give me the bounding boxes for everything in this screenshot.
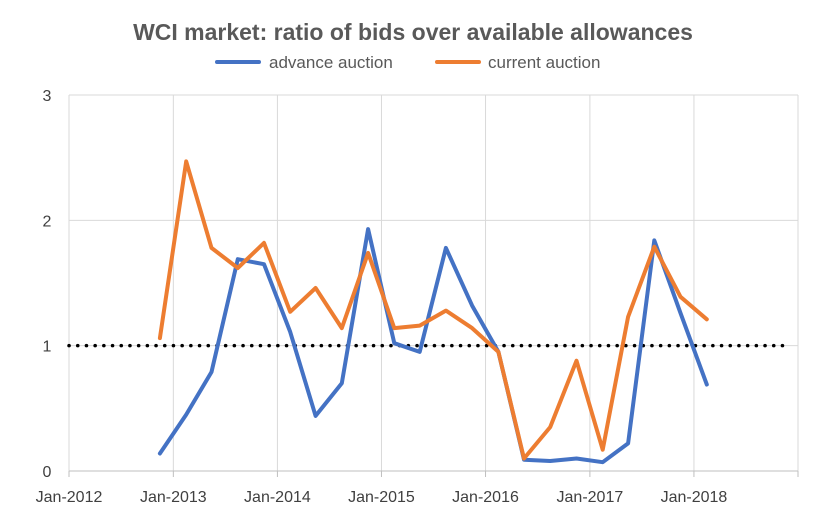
legend: advance auction current auction (215, 53, 600, 72)
chart-title: WCI market: ratio of bids over available… (133, 19, 693, 45)
x-tick-label: Jan-2018 (661, 489, 728, 506)
series-layer (157, 159, 709, 465)
x-tick-label: Jan-2015 (348, 489, 415, 506)
series-line (157, 159, 709, 461)
x-tick-label: Jan-2017 (557, 489, 624, 506)
x-tick-label: Jan-2014 (244, 489, 311, 506)
legend-label: current auction (488, 53, 600, 72)
x-tick-label: Jan-2012 (36, 489, 103, 506)
x-tick-label: Jan-2016 (452, 489, 519, 506)
legend-label: advance auction (269, 53, 393, 72)
series-line (157, 227, 709, 465)
axes: 0 1 2 3 Jan-2012 Jan-2013 Jan-2014 Jan-2015 Jan-… (36, 88, 799, 506)
y-tick-label: 1 (43, 339, 52, 356)
x-tick-label: Jan-2013 (140, 489, 207, 506)
y-tick-label: 0 (43, 464, 52, 481)
gridlines (68, 94, 799, 471)
y-tick-label: 2 (43, 213, 52, 230)
y-tick-label: 3 (43, 88, 52, 105)
